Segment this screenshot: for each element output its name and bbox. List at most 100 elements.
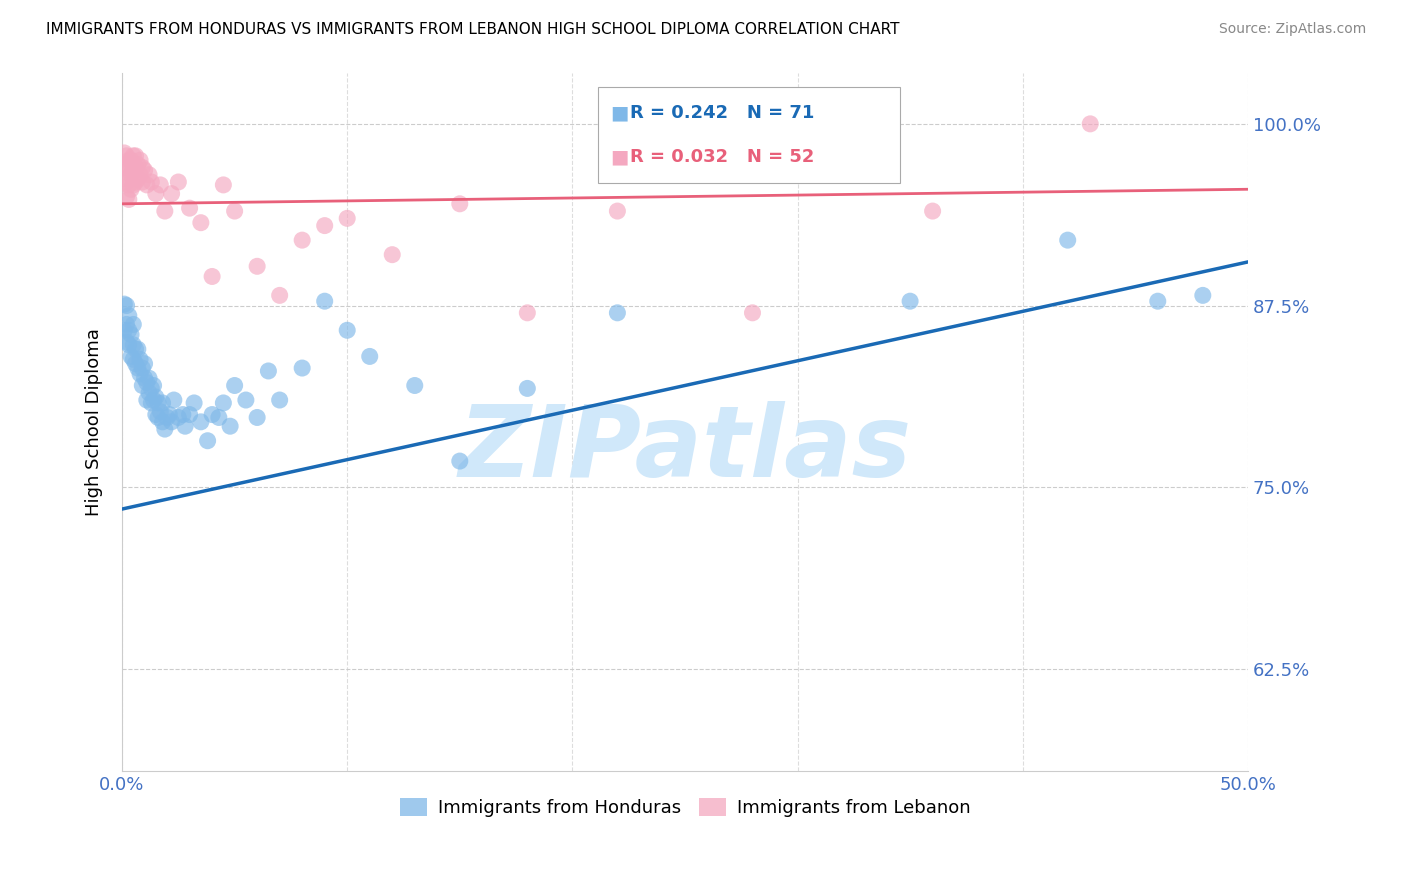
Y-axis label: High School Diploma: High School Diploma bbox=[86, 328, 103, 516]
Point bbox=[129, 168, 152, 182]
Point bbox=[224, 378, 246, 392]
Point bbox=[145, 408, 167, 422]
Point bbox=[112, 297, 135, 311]
Point bbox=[112, 157, 135, 171]
Point bbox=[201, 408, 224, 422]
Point bbox=[134, 357, 156, 371]
Point bbox=[190, 216, 212, 230]
Point bbox=[118, 193, 141, 207]
Point bbox=[152, 415, 174, 429]
Point bbox=[129, 352, 152, 367]
Point bbox=[122, 352, 145, 367]
Text: ■: ■ bbox=[610, 103, 628, 122]
Point bbox=[127, 172, 149, 186]
Point bbox=[183, 396, 205, 410]
Point bbox=[145, 390, 167, 404]
Point bbox=[153, 204, 176, 219]
Point bbox=[138, 168, 160, 182]
Point bbox=[516, 381, 538, 395]
Point bbox=[212, 178, 235, 192]
Point bbox=[404, 378, 426, 392]
Point bbox=[118, 178, 141, 192]
Text: Source: ZipAtlas.com: Source: ZipAtlas.com bbox=[1219, 22, 1367, 37]
Point bbox=[115, 334, 138, 349]
Point bbox=[118, 338, 141, 352]
Point bbox=[115, 149, 138, 163]
Point bbox=[118, 163, 141, 178]
Point bbox=[741, 306, 763, 320]
Point bbox=[129, 367, 152, 381]
Point bbox=[118, 153, 141, 168]
Point bbox=[1056, 233, 1078, 247]
Point bbox=[118, 309, 141, 323]
Point bbox=[127, 157, 149, 171]
Point bbox=[141, 175, 163, 189]
Point bbox=[224, 204, 246, 219]
Point bbox=[138, 371, 160, 385]
Point bbox=[921, 204, 943, 219]
Point bbox=[134, 163, 156, 178]
Point bbox=[120, 350, 142, 364]
Point bbox=[449, 196, 471, 211]
Legend: Immigrants from Honduras, Immigrants from Lebanon: Immigrants from Honduras, Immigrants fro… bbox=[392, 790, 977, 824]
Point bbox=[606, 204, 628, 219]
Point bbox=[131, 161, 153, 175]
Point bbox=[124, 161, 146, 175]
Point bbox=[131, 361, 153, 376]
Point bbox=[314, 294, 336, 309]
Point bbox=[167, 410, 190, 425]
Point bbox=[115, 299, 138, 313]
Point bbox=[141, 396, 163, 410]
Point bbox=[112, 145, 135, 160]
Point bbox=[118, 323, 141, 337]
Point bbox=[138, 385, 160, 400]
Point bbox=[122, 338, 145, 352]
Point bbox=[898, 294, 921, 309]
Point bbox=[122, 163, 145, 178]
Point bbox=[120, 182, 142, 196]
Point bbox=[122, 178, 145, 192]
Point bbox=[152, 396, 174, 410]
Point bbox=[606, 306, 628, 320]
Point bbox=[269, 392, 291, 407]
Point bbox=[115, 189, 138, 203]
Point bbox=[449, 454, 471, 468]
Point bbox=[336, 211, 359, 226]
Point bbox=[291, 361, 314, 376]
Point bbox=[167, 175, 190, 189]
Point bbox=[172, 408, 194, 422]
Point bbox=[135, 392, 157, 407]
Point bbox=[269, 288, 291, 302]
Point bbox=[219, 419, 242, 434]
Point bbox=[1146, 294, 1168, 309]
Point bbox=[160, 186, 183, 201]
Point bbox=[124, 357, 146, 371]
Point bbox=[131, 378, 153, 392]
Point bbox=[314, 219, 336, 233]
Point bbox=[145, 186, 167, 201]
Point bbox=[146, 396, 169, 410]
Point bbox=[381, 248, 404, 262]
Point bbox=[156, 410, 179, 425]
Point bbox=[142, 392, 165, 407]
Point bbox=[157, 408, 180, 422]
Point bbox=[115, 161, 138, 175]
Point bbox=[246, 260, 269, 274]
Point bbox=[1191, 288, 1213, 302]
Point bbox=[131, 175, 153, 189]
Point bbox=[1078, 117, 1101, 131]
Text: IMMIGRANTS FROM HONDURAS VS IMMIGRANTS FROM LEBANON HIGH SCHOOL DIPLOMA CORRELAT: IMMIGRANTS FROM HONDURAS VS IMMIGRANTS F… bbox=[46, 22, 900, 37]
Point bbox=[127, 361, 149, 376]
Point bbox=[359, 350, 381, 364]
Point bbox=[235, 392, 257, 407]
Point bbox=[163, 392, 186, 407]
Text: ■: ■ bbox=[610, 147, 628, 166]
Point bbox=[174, 419, 197, 434]
Point bbox=[201, 269, 224, 284]
Point bbox=[120, 153, 142, 168]
Point bbox=[135, 178, 157, 192]
Point bbox=[135, 376, 157, 390]
Point bbox=[124, 175, 146, 189]
Point bbox=[124, 149, 146, 163]
Point bbox=[179, 408, 201, 422]
